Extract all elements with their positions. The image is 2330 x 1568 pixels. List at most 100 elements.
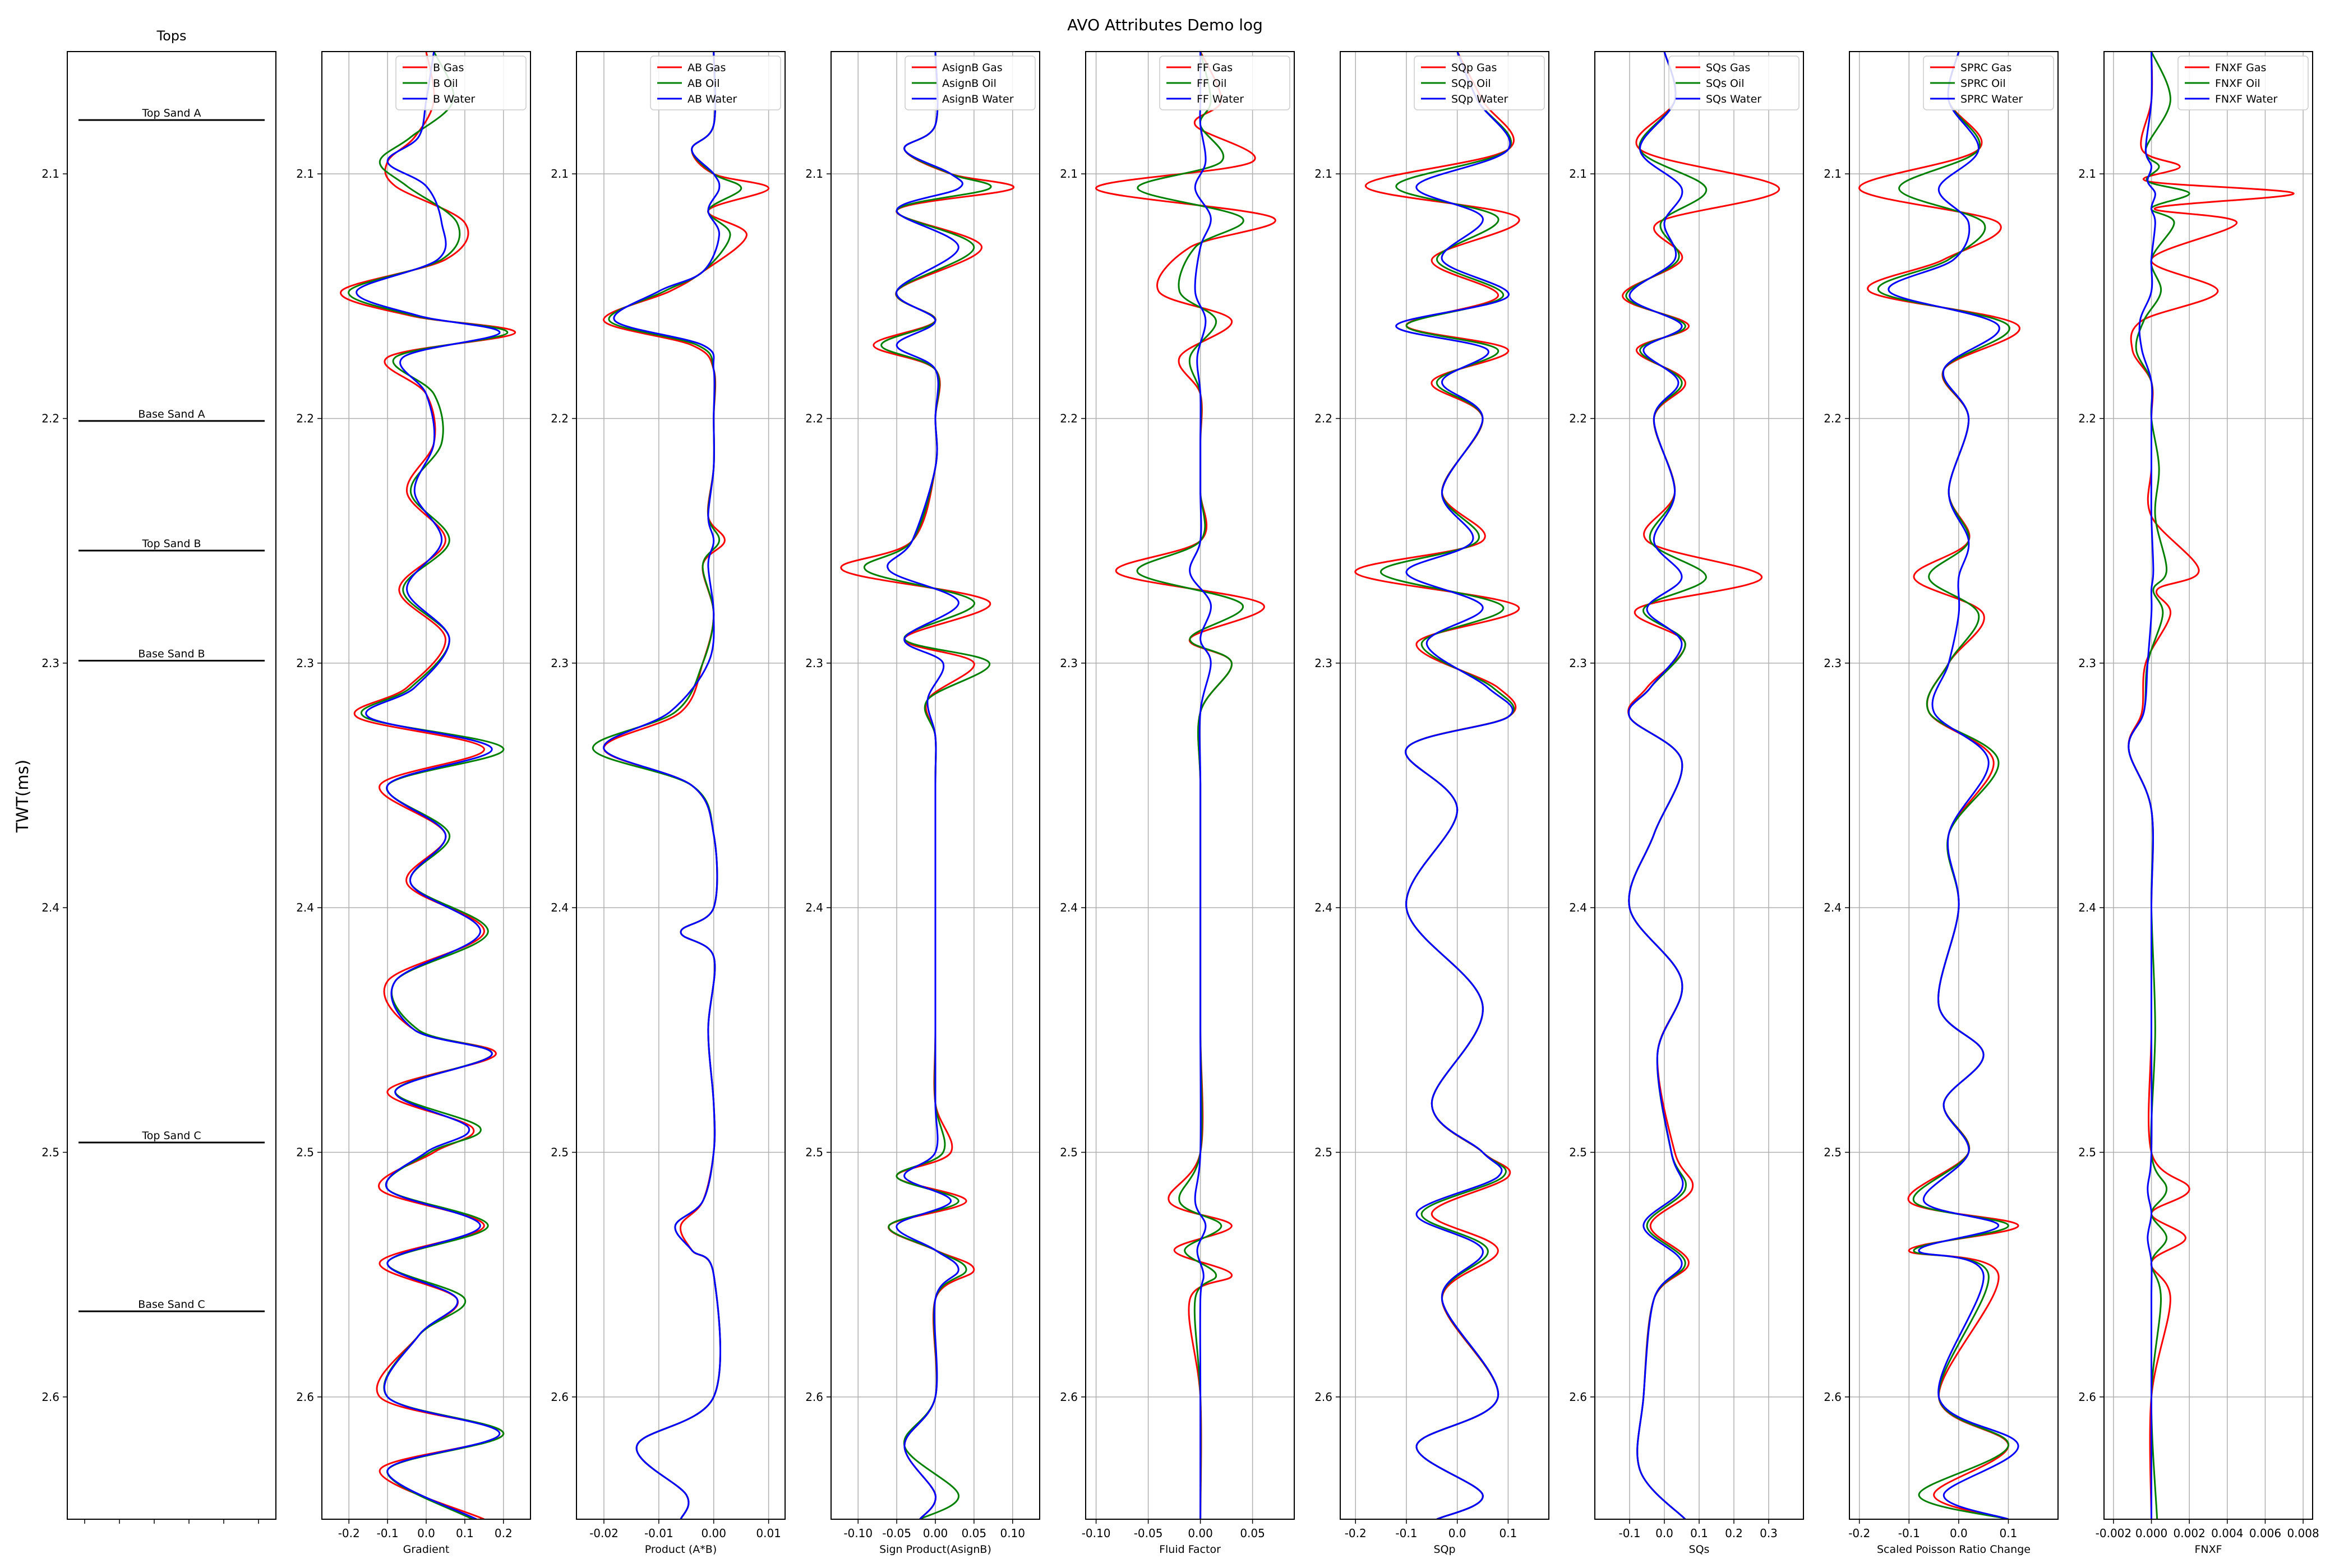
x-tick-label: -0.2 [1848, 1527, 1870, 1540]
x-tick-label: 0.1 [456, 1527, 474, 1540]
series-group [1095, 52, 1276, 1519]
x-tick-label: 0.0 [1950, 1527, 1968, 1540]
x-tick-label: 0.2 [1725, 1527, 1743, 1540]
legend-label: FNXF Gas [2215, 62, 2266, 74]
y-tick-label: 2.3 [1060, 656, 1078, 670]
series-group [2128, 52, 2295, 1519]
track-frame [1594, 51, 1804, 1520]
x-tick-label: -0.1 [377, 1527, 399, 1540]
y-tick-label: 2.2 [296, 412, 314, 425]
legend-label: B Water [433, 93, 475, 105]
series-line [348, 52, 509, 1519]
y-tick-label: 2.2 [1569, 412, 1587, 425]
tops-track: Tops 2.1 2.2 2.3 2.4 2.5 2.6 Top Sand A Base San… [41, 28, 276, 1524]
legend-label: AB Oil [688, 77, 720, 90]
track-frame [576, 51, 786, 1520]
y-tick-label: 2.2 [805, 412, 823, 425]
y-tick-label: 2.1 [805, 167, 823, 181]
y-tick-label: 2.5 [551, 1146, 569, 1159]
y-tick-label: 2.6 [805, 1390, 823, 1404]
x-tick-label: 0.0 [417, 1527, 435, 1540]
y-tick-label: 2.2 [1060, 412, 1078, 425]
legend-label: SQp Gas [1451, 62, 1497, 74]
top-marker-label: Base Sand A [138, 408, 205, 420]
legend-label: SQp Water [1451, 93, 1508, 105]
top-marker-label: Base Sand C [138, 1298, 205, 1311]
legend: SQs Gas SQs Oil SQs Water [1668, 55, 1800, 110]
x-tick-label: 0.00 [923, 1527, 948, 1540]
x-axis-label: Scaled Poisson Ratio Change [1877, 1543, 2031, 1556]
series-line [2128, 52, 2295, 1519]
x-tick-label: -0.002 [2096, 1527, 2131, 1540]
y-tick-label: 2.1 [551, 167, 569, 181]
x-tick-label: -0.1 [1898, 1527, 1920, 1540]
y-tick-label: 2.1 [1314, 167, 1332, 181]
y-tick-label: 2.6 [1060, 1390, 1078, 1404]
legend-label: AB Gas [688, 62, 726, 74]
series-line [1877, 52, 2010, 1519]
x-tick-label: 0.00 [701, 1527, 726, 1540]
series-line [1888, 52, 2019, 1519]
y-tick-label: 2.2 [551, 412, 569, 425]
series-line [592, 52, 742, 1519]
top-marker-label: Base Sand B [138, 647, 205, 660]
y-tick-label: 2.4 [1314, 901, 1332, 914]
x-tick-label: -0.05 [1134, 1527, 1163, 1540]
legend-box [1668, 55, 1800, 110]
track-1: 2.1 2.2 2.3 2.4 2.5 2.6 -0.2 -0.1 0.0 0.1 0.2 Gradi… [296, 51, 531, 1556]
y-axis-label: TWT(ms) [13, 759, 32, 833]
x-tick-label: 0.1 [2000, 1527, 2018, 1540]
x-tick-label: 0.004 [2211, 1527, 2243, 1540]
y-tick-label: 2.1 [1824, 167, 1842, 181]
y-tick-label: 2.4 [1824, 901, 1842, 914]
y-tick-label: 2.4 [296, 901, 314, 914]
track-frame [1849, 51, 2059, 1520]
y-tick-label: 2.5 [1569, 1146, 1587, 1159]
series-line [2128, 52, 2156, 1519]
y-tick-label: 2.6 [1824, 1390, 1842, 1404]
legend-label: FF Water [1197, 93, 1244, 105]
legend: FNXF Gas FNXF Oil FNXF Water [2177, 55, 2309, 110]
x-tick-label: -0.10 [1082, 1527, 1111, 1540]
x-tick-label: -0.2 [1345, 1527, 1367, 1540]
track-7: 2.1 2.2 2.3 2.4 2.5 2.6 -0.2 -0.1 0.0 0.1 Scaled P… [1824, 51, 2059, 1556]
x-tick-label: 0.05 [1240, 1527, 1265, 1540]
series-line [603, 52, 770, 1519]
y-tick-label: 2.1 [296, 167, 314, 181]
track-5: 2.1 2.2 2.3 2.4 2.5 2.6 -0.2 -0.1 0.0 0.1 SQp SQp G… [1314, 51, 1549, 1556]
x-tick-label: 0.002 [2174, 1527, 2206, 1540]
legend-box [905, 55, 1036, 110]
legend-box [2177, 55, 2309, 110]
legend-label: FF Oil [1197, 77, 1226, 90]
series-group [340, 52, 516, 1519]
x-tick-label: -0.2 [338, 1527, 360, 1540]
y-tick-label: 2.1 [2078, 167, 2096, 181]
legend: B Gas B Oil B Water [395, 55, 527, 110]
y-tick-label: 2.3 [1824, 656, 1842, 670]
x-tick-label: 0.006 [2249, 1527, 2281, 1540]
track-3: 2.1 2.2 2.3 2.4 2.5 2.6 -0.10 -0.05 0.00 0.05 0.10… [805, 51, 1040, 1556]
legend-label: B Gas [433, 62, 464, 74]
x-tick-label: -0.05 [882, 1527, 911, 1540]
y-tick-label: 2.5 [1314, 1146, 1332, 1159]
legend-label: AsignB Water [942, 93, 1014, 105]
series-line [887, 52, 963, 1519]
x-tick-label: 0.008 [2287, 1527, 2319, 1540]
y-tick-label: 2.2 [41, 412, 59, 425]
series-line [1380, 52, 1515, 1519]
y-tick-label: 2.5 [296, 1146, 314, 1159]
track-frame [1340, 51, 1549, 1520]
series-group [592, 52, 770, 1519]
x-axis-label: Product (A*B) [645, 1543, 717, 1556]
tops-frame [67, 51, 276, 1520]
x-tick-label: 0.1 [1499, 1527, 1517, 1540]
y-tick-label: 2.3 [1569, 656, 1587, 670]
track-4: 2.1 2.2 2.3 2.4 2.5 2.6 -0.10 -0.05 0.00 0.05 Flui… [1060, 51, 1295, 1556]
x-tick-label: 0.05 [962, 1527, 987, 1540]
series-line [340, 52, 516, 1519]
series-group [1858, 52, 2020, 1519]
series-line [1622, 52, 1780, 1519]
legend-label: SQs Oil [1706, 77, 1744, 90]
x-tick-label: -0.01 [644, 1527, 673, 1540]
